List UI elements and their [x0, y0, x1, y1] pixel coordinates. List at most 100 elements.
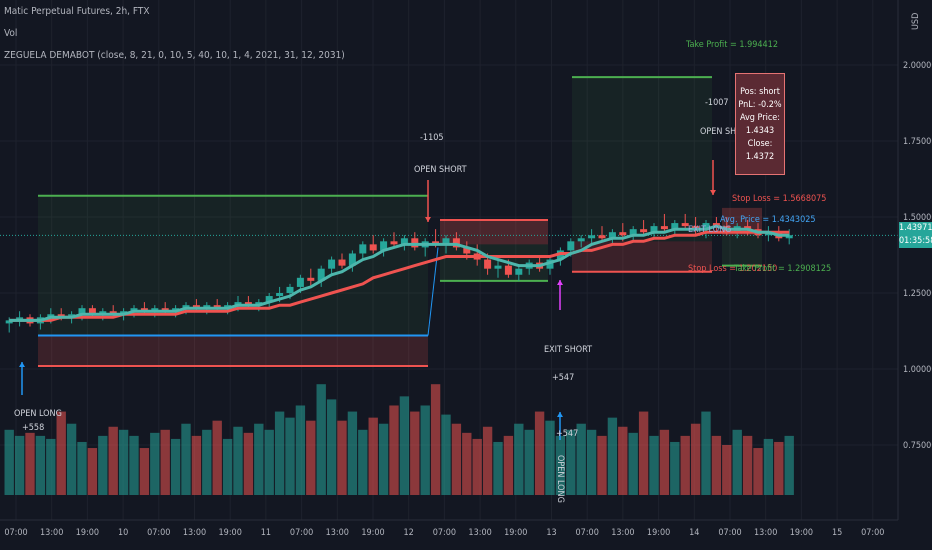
volume-bar — [410, 411, 420, 495]
time-tick-label: 07:00 — [290, 528, 313, 538]
price-axis[interactable]: USD 2.0000000 1.7500000 1.5000000 1.2500000… — [897, 0, 932, 520]
candle-body — [494, 265, 502, 269]
volume-bar — [711, 435, 722, 495]
time-tick-label: 19:00 — [76, 528, 99, 538]
volume-bar — [222, 438, 233, 495]
volume-bar — [150, 432, 160, 495]
candle-body — [276, 293, 284, 297]
volume-bar — [586, 429, 597, 495]
volume-bar — [254, 423, 264, 495]
volume-bar — [295, 405, 306, 495]
volume-bar — [524, 429, 534, 495]
volume-bar — [576, 423, 586, 495]
countdown-value: 01:35:58 — [899, 236, 932, 246]
time-tick-label: 13:00 — [40, 528, 63, 538]
volume-bar — [233, 426, 243, 495]
time-axis[interactable]: 07:00 13:00 19:00 10 07:00 13:00 19:00 11 07:00 1… — [0, 519, 898, 538]
time-tick-label: 13:00 — [468, 528, 491, 538]
price-tick-label: 0.7500000 — [903, 441, 932, 451]
price-tick-label: 1.5000000 — [903, 213, 932, 223]
volume-bar — [378, 423, 389, 495]
time-tick-label: 19:00 — [647, 528, 670, 538]
volume-bar — [482, 426, 493, 495]
long-1-exit-line — [427, 247, 439, 336]
short-2-profit-zone — [722, 235, 762, 266]
volume-bar — [316, 384, 326, 495]
volume-bar — [649, 435, 659, 495]
current-price-value: 1.4397175 — [899, 223, 932, 233]
candle-body — [16, 317, 24, 321]
volume-bar — [66, 423, 77, 495]
volume-bar — [368, 417, 378, 495]
open-short-1-label: OPEN SHORT — [414, 165, 467, 175]
candle-body — [442, 238, 450, 245]
candle-body — [608, 232, 616, 239]
open-long-2-arrow-head — [557, 412, 563, 417]
volume-bar — [118, 429, 129, 495]
open-long-2-value: +547 — [556, 429, 578, 439]
candle-body — [640, 229, 648, 233]
time-tick-label: 07:00 — [861, 528, 884, 538]
candle-body — [629, 229, 637, 236]
volume-bar — [670, 441, 680, 495]
volume-bar — [503, 435, 514, 495]
volume-bar — [98, 435, 108, 495]
volume-bar — [566, 429, 576, 495]
volume-bar — [451, 423, 462, 495]
volume-bar — [306, 420, 316, 495]
strategy-legend[interactable]: ZEGUELA DEMABOT (close, 8, 21, 0, 10, 5,… — [4, 50, 345, 61]
price-tick-label: 2.0000000 — [903, 61, 932, 71]
position-side: Pos: short — [740, 87, 780, 97]
long-2-loss-zone — [572, 241, 712, 272]
stop-loss-right: Stop Loss = 1.5668075 — [732, 194, 826, 204]
ema-fast-line — [9, 224, 790, 322]
candle-body — [744, 226, 752, 230]
trade-markers — [19, 160, 716, 440]
time-tick-label: 11 — [261, 528, 271, 538]
volume-bar — [659, 429, 670, 495]
volume-bars — [4, 384, 794, 495]
volume-bar — [285, 417, 295, 495]
exit-long-label: EXIT LONG — [688, 225, 731, 235]
ema-slow-line — [9, 230, 790, 322]
volume-bar — [399, 396, 410, 495]
candle-body — [400, 238, 408, 245]
volume-bar — [722, 445, 732, 495]
volume-bar — [462, 432, 472, 495]
volume-bar — [212, 420, 222, 495]
symbol-legend[interactable]: Matic Perpetual Futures, 2h, FTX — [4, 6, 150, 17]
volume-bar — [420, 405, 430, 495]
price-tick-label: 1.2500000 — [903, 289, 932, 299]
volume-bar — [753, 448, 763, 495]
candle-body — [380, 241, 388, 251]
candle-body — [463, 247, 471, 254]
candle-body — [650, 226, 658, 233]
volume-bar — [763, 438, 774, 495]
volume-bar — [441, 414, 451, 495]
time-tick-label: 13:00 — [754, 528, 777, 538]
volume-bar — [264, 429, 274, 495]
volume-legend[interactable]: Vol — [4, 28, 18, 39]
volume-bar — [732, 429, 742, 495]
volume-bar — [181, 423, 191, 495]
volume-bar — [243, 432, 254, 495]
current-price-badge: 1.4397175 01:35:58 — [899, 222, 932, 248]
candle-body — [369, 244, 377, 251]
volume-bar — [77, 441, 87, 495]
candle-body — [286, 286, 294, 293]
long-1-loss-zone — [38, 335, 428, 366]
volume-bar — [472, 438, 482, 495]
volume-bar — [56, 411, 66, 495]
open-long-1-label: OPEN LONG — [14, 409, 62, 419]
time-tick-label: 07:00 — [718, 528, 741, 538]
candle-body — [307, 277, 315, 281]
time-tick-label: 13:00 — [611, 528, 634, 538]
volume-bar — [170, 438, 181, 495]
open-short-1-value: -1105 — [420, 133, 444, 143]
volume-bar — [358, 429, 368, 495]
candle-body — [411, 238, 419, 248]
time-tick-label: 07:00 — [576, 528, 599, 538]
volume-bar — [191, 435, 202, 495]
price-tick-label: 1.0000000 — [903, 365, 932, 375]
